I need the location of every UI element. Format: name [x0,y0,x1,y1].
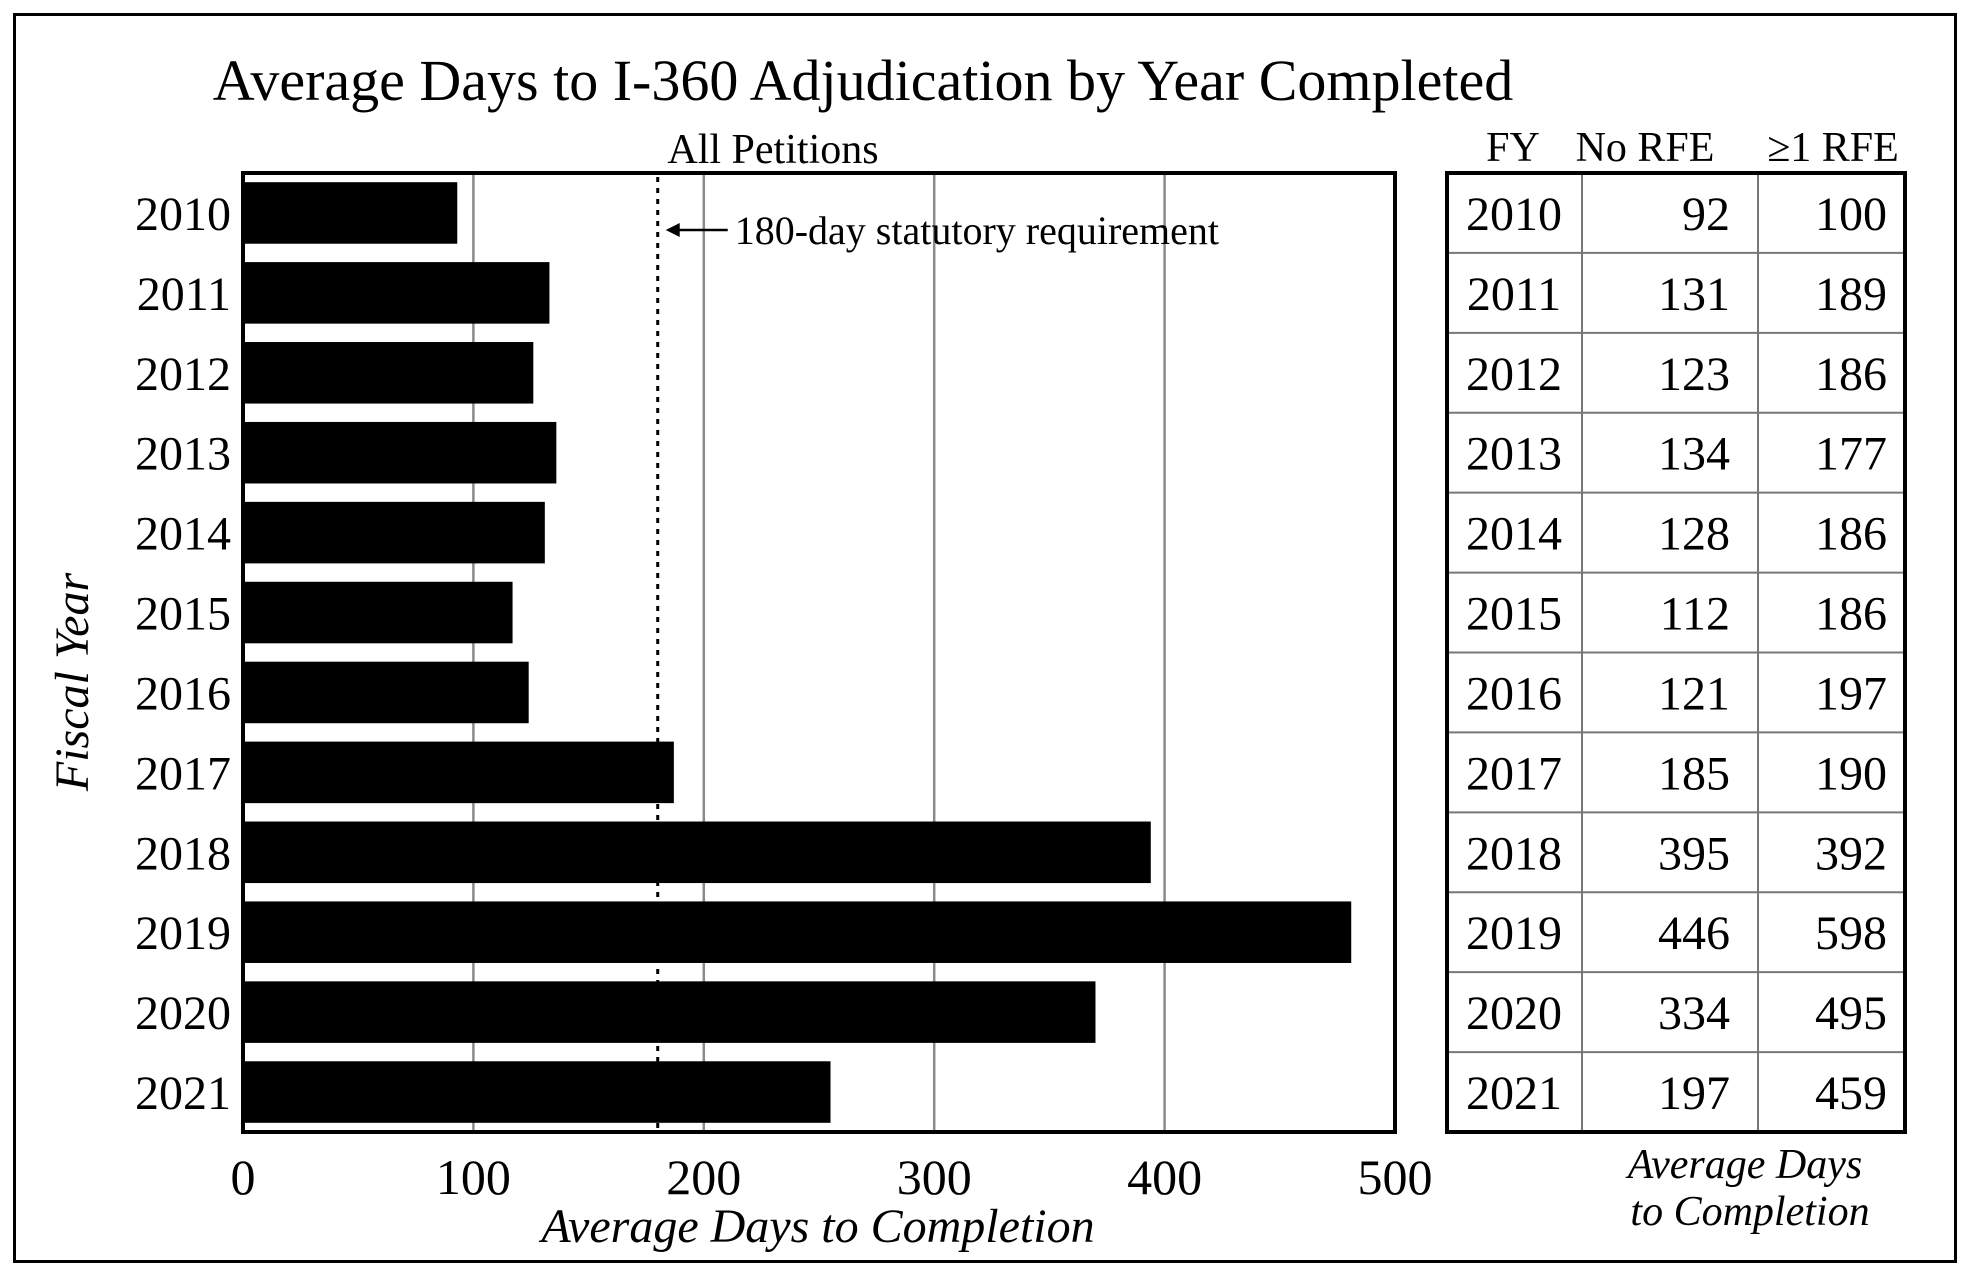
y-tick-2019: 2019 [135,907,231,960]
bar-2012 [243,342,534,404]
y-tick-2021: 2021 [135,1067,231,1120]
table-cell-no-rfe: 334 [1658,987,1730,1040]
bar-2011 [243,262,550,324]
y-tick-2015: 2015 [135,588,231,641]
x-tick-400: 400 [1127,1149,1202,1205]
table-cell-rfe: 189 [1815,268,1887,321]
y-tick-2010: 2010 [135,188,231,241]
table-cell-rfe: 186 [1815,508,1887,561]
bar-2018 [243,821,1151,884]
table-cell-no-rfe: 446 [1658,907,1730,960]
bars [243,182,1352,1123]
chart-subtitle: All Petitions [667,127,878,173]
chart-title: Average Days to I-360 Adjudication by Ye… [213,48,1513,113]
table-header-1: No RFE [1576,125,1715,171]
reference-arrow-head [665,223,680,237]
table-cell-no-rfe: 134 [1658,428,1730,481]
table-cell-rfe: 177 [1815,428,1887,481]
table-cell-fy: 2016 [1466,667,1562,720]
x-tick-300: 300 [897,1149,972,1205]
bar-2014 [243,501,545,564]
x-tick-100: 100 [436,1149,511,1205]
bar-2015 [243,581,513,644]
bar-2020 [243,981,1096,1043]
table-cell-rfe: 392 [1815,827,1887,880]
y-tick-2018: 2018 [135,827,231,880]
table-cell-fy: 2011 [1467,268,1561,321]
table-cell-no-rfe: 185 [1658,747,1730,800]
table-cell-fy: 2020 [1466,987,1562,1040]
table-cell-no-rfe: 197 [1658,1067,1730,1120]
x-tick-0: 0 [231,1149,256,1205]
y-tick-2012: 2012 [135,348,231,401]
table-cell-fy: 2017 [1466,747,1562,800]
x-tick-labels: 0 100 200 300 400 500 [231,1149,1433,1205]
y-tick-2014: 2014 [135,508,231,561]
table-cell-rfe: 190 [1815,747,1887,800]
bar-2010 [243,182,458,244]
table-cell-no-rfe: 121 [1658,667,1730,720]
table-border [1445,171,1907,1134]
plot-area-border [241,171,1397,1134]
data-table: FY No RFE ≥1 RFE 2010 92 100 2011 131 189 2012 123… [1445,125,1907,1134]
y-tick-2016: 2016 [135,667,231,720]
table-header-2: ≥1 RFE [1767,125,1899,171]
table-cell-fy: 2014 [1466,508,1562,561]
table-cell-fy: 2012 [1466,348,1562,401]
x-axis-label: Average Days to Completion [538,1200,1094,1253]
table-cell-no-rfe: 112 [1660,588,1730,641]
figure-frame [13,13,1957,1263]
bar-2016 [243,661,529,724]
y-tick-2017: 2017 [135,747,231,800]
table-cell-rfe: 495 [1815,987,1887,1040]
y-tick-2011: 2011 [137,268,231,321]
y-axis-label: Fiscal Year [46,573,99,793]
table-cell-no-rfe: 131 [1658,268,1730,321]
x-tick-500: 500 [1358,1149,1433,1205]
table-cell-no-rfe: 92 [1682,188,1730,241]
table-cell-fy: 2013 [1466,428,1562,481]
y-tick-2013: 2013 [135,428,231,481]
table-cell-no-rfe: 128 [1658,508,1730,561]
table-cell-fy: 2015 [1466,588,1562,641]
table-caption-line2: to Completion [1630,1189,1869,1235]
table-cell-no-rfe: 395 [1658,827,1730,880]
table-cell-rfe: 186 [1815,588,1887,641]
table-cell-fy: 2010 [1466,188,1562,241]
bar-2013 [243,421,557,484]
table-cell-no-rfe: 123 [1658,348,1730,401]
x-tick-200: 200 [666,1149,741,1205]
y-tick-2020: 2020 [135,987,231,1040]
table-cell-rfe: 197 [1815,667,1887,720]
bar-2021 [243,1061,831,1123]
table-caption-line1: Average Days [1625,1142,1862,1188]
table-cell-fy: 2018 [1466,827,1562,880]
gridlines [472,173,1166,1132]
table-cell-rfe: 459 [1815,1067,1887,1120]
table-cell-fy: 2019 [1466,907,1562,960]
y-tick-labels: 2010 2011 2012 2013 2014 2015 2016 2017 2018 2019… [135,188,231,1120]
reference-line-group: 180-day statutory requirement [656,177,1219,1128]
bar-2019 [243,901,1352,963]
bar-2017 [243,741,674,804]
table-cell-rfe: 100 [1815,188,1887,241]
table-cell-fy: 2021 [1466,1067,1562,1120]
table-header-0: FY [1486,125,1540,171]
table-cell-rfe: 598 [1815,907,1887,960]
table-cell-rfe: 186 [1815,348,1887,401]
reference-line-label: 180-day statutory requirement [735,208,1219,253]
